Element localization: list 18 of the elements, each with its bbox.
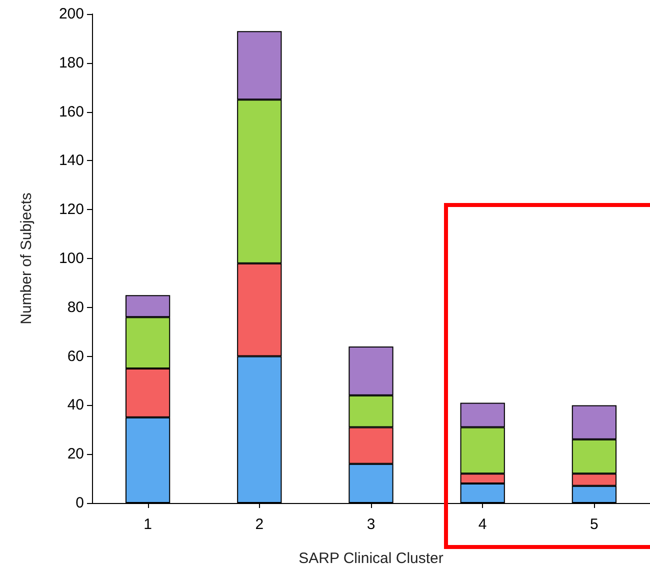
y-tick-label: 0: [76, 494, 84, 512]
y-tick-label: 180: [58, 54, 84, 72]
y-tick-label: 80: [67, 298, 84, 316]
x-axis-title: SARP Clinical Cluster: [298, 550, 444, 567]
y-tick-label: 60: [67, 348, 84, 365]
y-tick-label: 200: [58, 6, 84, 22]
x-tick-label: 4: [478, 516, 487, 533]
y-tick-label: 100: [58, 250, 84, 267]
y-tick-label: 20: [67, 446, 84, 463]
y-tick-label: 40: [67, 396, 84, 414]
x-tick-label: 3: [366, 516, 376, 533]
x-tick-label: 5: [590, 516, 598, 533]
y-axis-title: Number of Subjects: [18, 192, 35, 324]
y-tick-label: 120: [58, 201, 84, 218]
x-tick-label: 2: [255, 516, 264, 533]
x-tick-label: 1: [144, 516, 152, 533]
y-tick-label: 160: [58, 103, 84, 120]
y-tick-label: 140: [58, 152, 84, 170]
